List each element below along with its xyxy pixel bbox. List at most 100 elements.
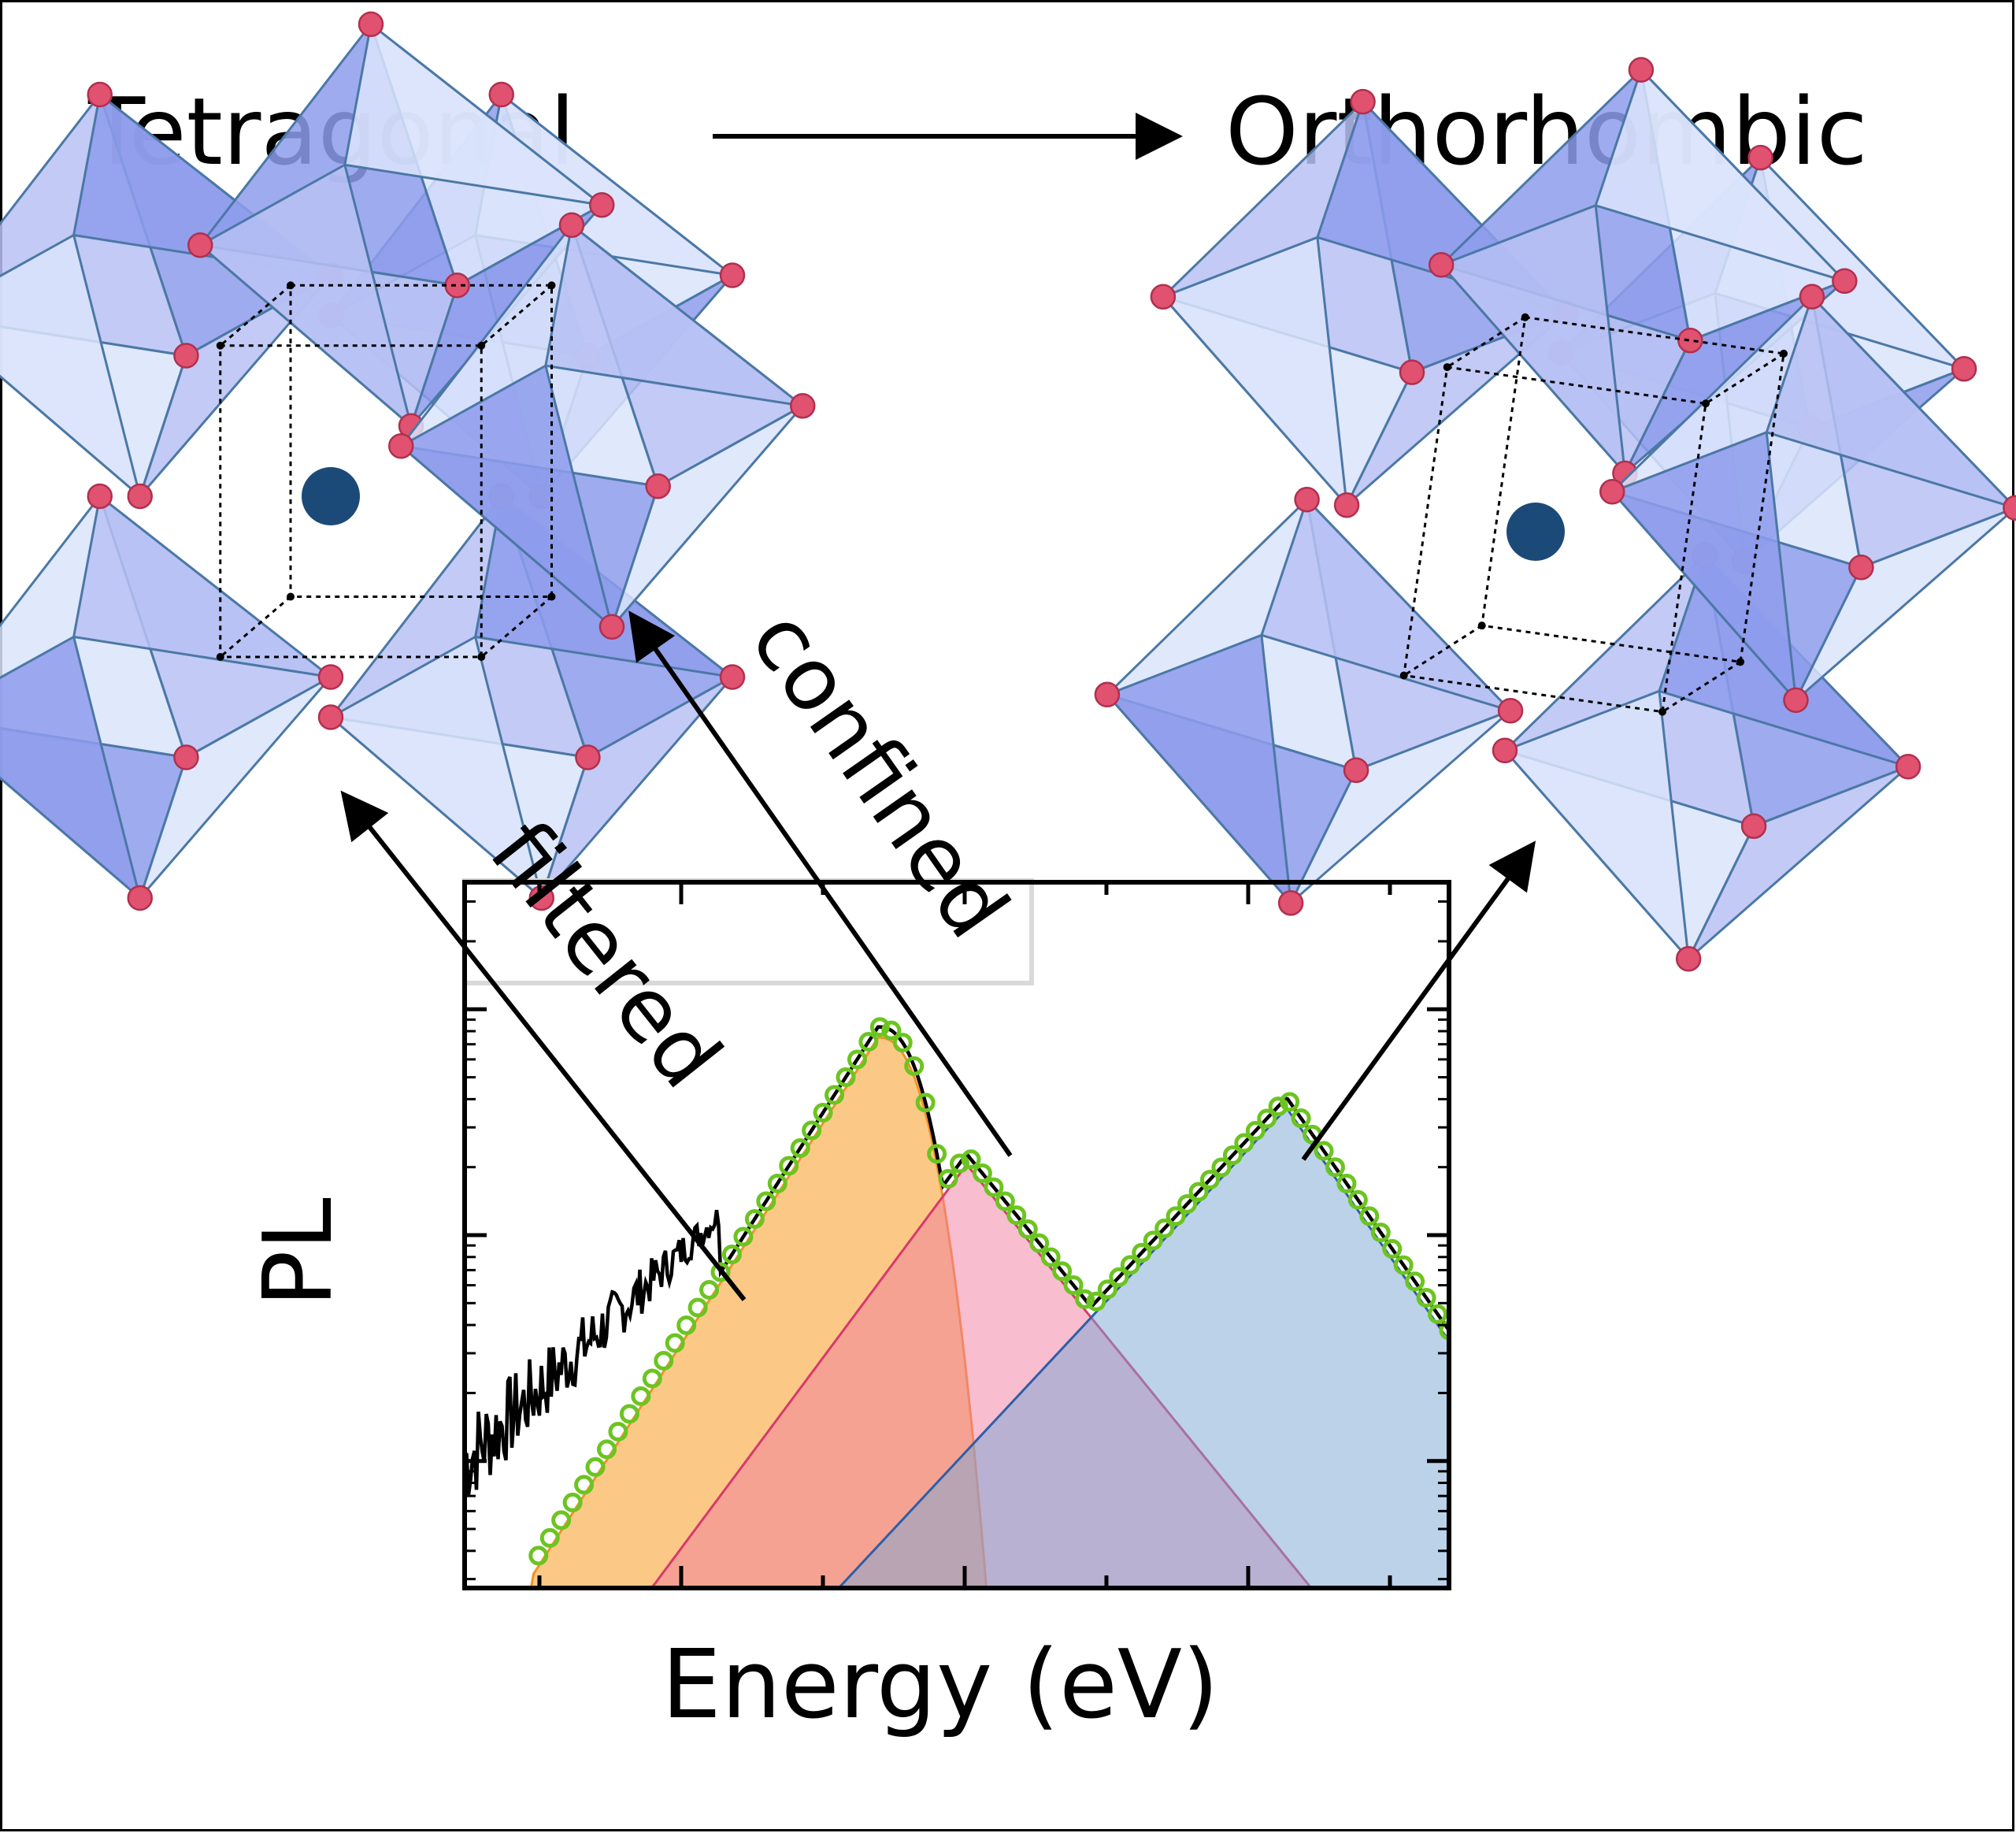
oxygen-atom [1799, 284, 1825, 310]
oxygen-atom [719, 262, 746, 288]
octahedron-face [1106, 633, 1292, 904]
fit-point [1222, 1145, 1243, 1166]
oxygen-atom [719, 664, 746, 690]
octahedron-face [1765, 295, 2016, 510]
fit-point [733, 1226, 754, 1247]
axis-ticks [465, 882, 1449, 1588]
octahedron-face [1289, 709, 1512, 904]
oxygen-atom [1675, 946, 1702, 972]
fit-point [881, 1020, 902, 1041]
fit-point [1268, 1096, 1288, 1117]
center-cation [1506, 503, 1565, 561]
unit-cell-edge [1705, 352, 1784, 405]
fit-point [687, 1297, 708, 1318]
fit-point [1428, 1304, 1448, 1324]
oxygen-atom [558, 212, 585, 238]
fit-point [699, 1279, 720, 1300]
oxygen-atom [575, 744, 601, 770]
unit-cell-edge [480, 596, 553, 659]
oxygen-atom [1333, 492, 1360, 518]
octahedron-face [1794, 506, 2016, 702]
fit-point [676, 1315, 697, 1335]
fit-point [1291, 1108, 1311, 1129]
oxygen-atom [645, 473, 671, 499]
fit-point [1120, 1255, 1140, 1275]
fit-point [869, 1017, 890, 1037]
unit-cell-front [1403, 365, 1707, 714]
fit-point [1416, 1288, 1436, 1308]
fit-point [1166, 1206, 1186, 1226]
fit-point [1405, 1271, 1425, 1292]
fit-point [927, 1144, 947, 1164]
fit-point [1199, 1169, 1220, 1189]
fit-point [551, 1510, 572, 1531]
fit-point [802, 1120, 822, 1141]
fit-point [1359, 1206, 1380, 1226]
oxygen-atom [1951, 355, 1977, 382]
cell-vertex [1443, 363, 1451, 372]
octahedron-face [1162, 236, 1348, 506]
oxygen-atom [598, 614, 625, 640]
fit-point [1075, 1289, 1095, 1309]
oxygen-atom [1783, 687, 1809, 714]
cell-vertex [1658, 707, 1666, 716]
oxygen-atom [1492, 737, 1518, 764]
unit-cell-edge [219, 596, 291, 659]
cell-vertex [287, 281, 295, 290]
oxygen-atom [1497, 698, 1524, 724]
oxygen-atom [1150, 284, 1177, 310]
fit-point [1245, 1121, 1266, 1141]
octahedron-face [72, 495, 332, 678]
fit-point [596, 1439, 617, 1460]
fit-point [1063, 1275, 1084, 1296]
fit-point [619, 1404, 639, 1424]
fit-point [756, 1191, 776, 1211]
fit-point [1280, 1092, 1300, 1112]
fit-point [972, 1163, 992, 1183]
oxygen-atom [317, 704, 344, 730]
fit-point [825, 1085, 845, 1105]
fit-point [710, 1262, 731, 1282]
fit-point [1347, 1189, 1368, 1210]
fit-point [858, 1032, 879, 1052]
fit-point [1234, 1133, 1254, 1153]
cell-vertex [1780, 349, 1788, 358]
fit-point [654, 1350, 674, 1371]
oxygen-atom [1599, 479, 1625, 505]
oxygen-atom [173, 343, 199, 369]
confined-arrow [628, 610, 1013, 1157]
octahedron-face [329, 636, 543, 900]
oxygen-atom [790, 393, 816, 419]
fit-point [790, 1138, 810, 1159]
oxygen-atom [589, 192, 615, 218]
fit-point [1109, 1267, 1129, 1287]
oxygen-atom [1350, 88, 1376, 115]
octahedron-face [1440, 204, 1626, 475]
oxygen-atom [1399, 359, 1425, 385]
fit-point [1257, 1108, 1277, 1129]
fit-point [539, 1527, 560, 1548]
oxygen-atom [317, 664, 344, 690]
unit-cell-edge [219, 284, 291, 347]
fit-point [847, 1049, 867, 1070]
fit-point [1211, 1157, 1232, 1178]
fit-point [836, 1067, 856, 1088]
cell-vertex [216, 653, 224, 661]
fit-point [1052, 1261, 1073, 1282]
y-axis-label: PL [244, 1197, 354, 1308]
fit-point [779, 1156, 799, 1176]
fit-point [1439, 1320, 1449, 1341]
octahedron-face [139, 676, 332, 900]
fit-point [528, 1545, 549, 1566]
cell-vertex [1477, 622, 1486, 630]
oxygen-atom [1848, 554, 1874, 581]
oxygen-atom [87, 483, 113, 510]
octahedron-face [0, 234, 142, 498]
unit-cell-edge [1662, 661, 1741, 713]
fit-point [1143, 1230, 1163, 1251]
oxygen-atom [358, 11, 384, 37]
fit-point [767, 1173, 788, 1193]
oxygen-atom [388, 433, 414, 459]
cell-vertex [1399, 671, 1408, 680]
